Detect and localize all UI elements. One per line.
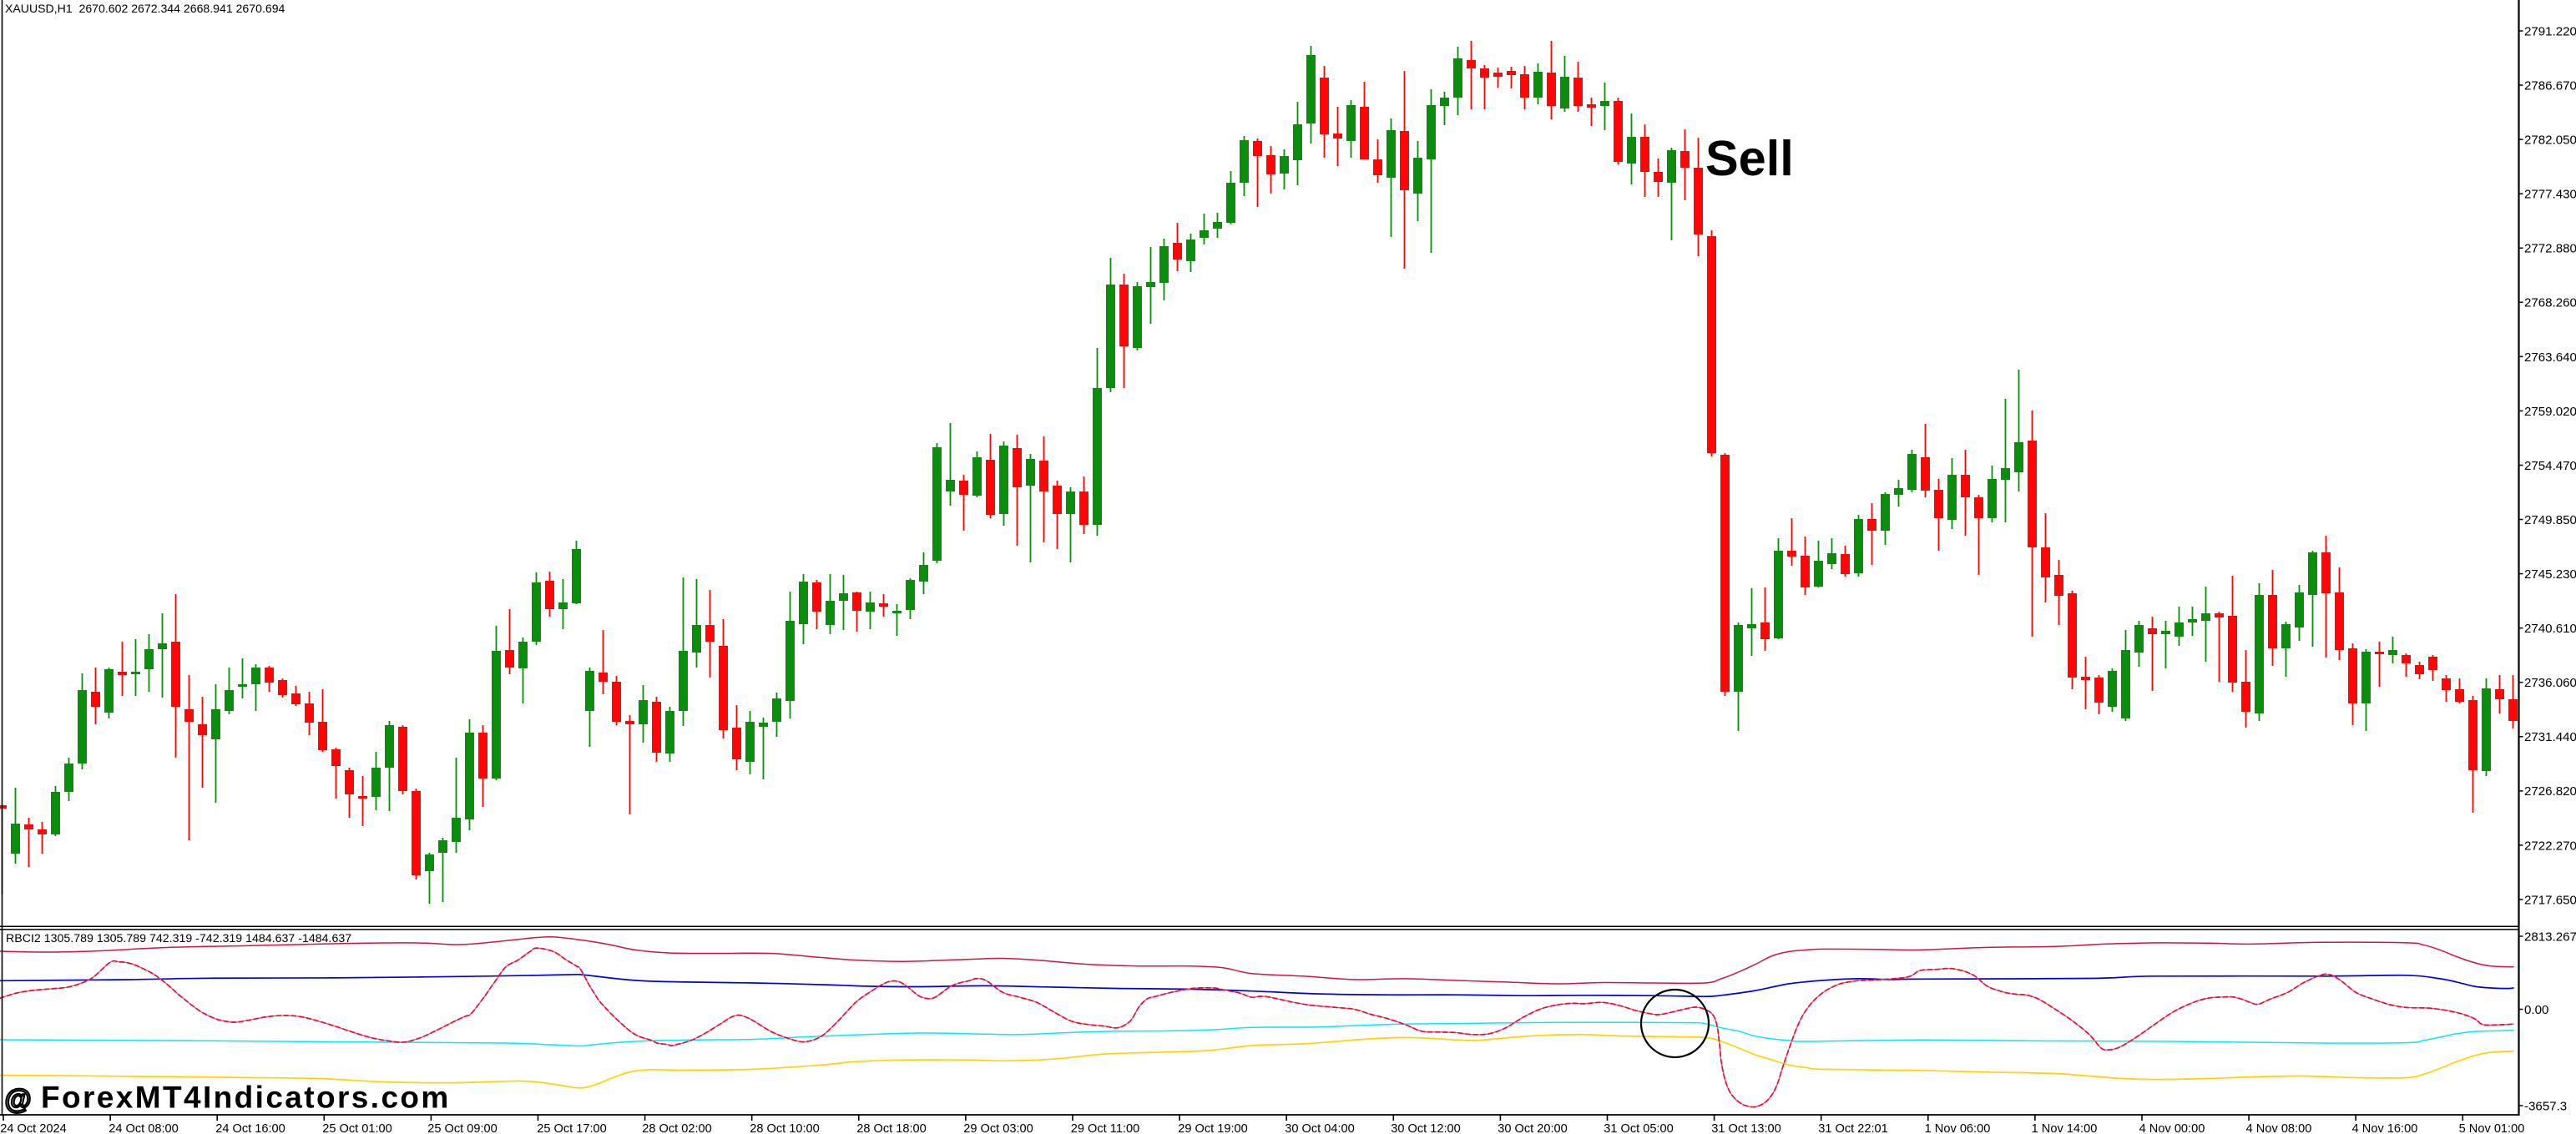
svg-text:1 Nov 14:00: 1 Nov 14:00 (2032, 1122, 2098, 1134)
svg-text:2813.267: 2813.267 (2524, 930, 2576, 944)
svg-text:24 Oct 16:00: 24 Oct 16:00 (215, 1122, 285, 1134)
svg-text:2786.670: 2786.670 (2524, 78, 2576, 93)
svg-text:4 Nov 00:00: 4 Nov 00:00 (2139, 1122, 2205, 1134)
svg-text:29 Oct 19:00: 29 Oct 19:00 (1178, 1122, 1248, 1134)
svg-text:XAUUSD,H1 2670.602 2672.344 2: XAUUSD,H1 2670.602 2672.344 2668.941 267… (5, 2, 285, 15)
svg-text:2722.270: 2722.270 (2524, 839, 2576, 853)
svg-text:2749.850: 2749.850 (2524, 513, 2576, 527)
svg-text:28 Oct 10:00: 28 Oct 10:00 (750, 1122, 820, 1134)
svg-text:28 Oct 02:00: 28 Oct 02:00 (642, 1122, 712, 1134)
svg-text:30 Oct 12:00: 30 Oct 12:00 (1391, 1122, 1461, 1134)
svg-text:2763.640: 2763.640 (2524, 350, 2576, 365)
svg-text:2717.650: 2717.650 (2524, 893, 2576, 907)
svg-text:28 Oct 18:00: 28 Oct 18:00 (856, 1122, 927, 1134)
svg-text:2745.230: 2745.230 (2524, 567, 2576, 582)
svg-text:30 Oct 20:00: 30 Oct 20:00 (1498, 1122, 1568, 1134)
svg-text:25 Oct 17:00: 25 Oct 17:00 (537, 1122, 607, 1134)
svg-text:2731.440: 2731.440 (2524, 730, 2576, 744)
svg-text:2759.020: 2759.020 (2524, 405, 2576, 419)
svg-text:ForexMT4Indicators.com: ForexMT4Indicators.com (41, 1081, 451, 1115)
svg-text:2768.260: 2768.260 (2524, 296, 2576, 310)
svg-text:0.00: 0.00 (2524, 1003, 2548, 1017)
svg-text:-3657.3: -3657.3 (2524, 1099, 2567, 1113)
svg-text:2726.820: 2726.820 (2524, 784, 2576, 799)
svg-text:2772.880: 2772.880 (2524, 242, 2576, 256)
svg-text:25 Oct 09:00: 25 Oct 09:00 (427, 1122, 498, 1134)
svg-text:Sell: Sell (1705, 130, 1794, 186)
svg-text:31 Oct 13:00: 31 Oct 13:00 (1711, 1122, 1781, 1134)
svg-text:@: @ (5, 1083, 32, 1114)
svg-text:25 Oct 01:00: 25 Oct 01:00 (322, 1122, 392, 1134)
svg-text:2736.060: 2736.060 (2524, 676, 2576, 690)
svg-text:2782.050: 2782.050 (2524, 134, 2576, 148)
svg-text:29 Oct 11:00: 29 Oct 11:00 (1071, 1122, 1139, 1134)
svg-text:24 Oct 08:00: 24 Oct 08:00 (109, 1122, 179, 1134)
svg-text:31 Oct 22:01: 31 Oct 22:01 (1818, 1122, 1888, 1134)
svg-text:24 Oct 2024: 24 Oct 2024 (0, 1122, 67, 1134)
svg-text:2740.610: 2740.610 (2524, 622, 2576, 636)
svg-text:4 Nov 08:00: 4 Nov 08:00 (2246, 1122, 2312, 1134)
svg-text:5 Nov 01:00: 5 Nov 01:00 (2459, 1122, 2525, 1134)
svg-text:2754.470: 2754.470 (2524, 459, 2576, 473)
svg-text:2777.430: 2777.430 (2524, 188, 2576, 202)
svg-text:2791.220: 2791.220 (2524, 24, 2576, 38)
svg-text:30 Oct 04:00: 30 Oct 04:00 (1285, 1122, 1355, 1134)
svg-text:29 Oct 03:00: 29 Oct 03:00 (963, 1122, 1033, 1134)
svg-text:31 Oct 05:00: 31 Oct 05:00 (1604, 1122, 1674, 1134)
svg-text:1 Nov 06:00: 1 Nov 06:00 (1925, 1122, 1991, 1134)
svg-text:RBCI2 1305.789 1305.789 742.31: RBCI2 1305.789 1305.789 742.319 -742.319… (6, 932, 351, 945)
svg-text:4 Nov 16:00: 4 Nov 16:00 (2352, 1122, 2418, 1134)
